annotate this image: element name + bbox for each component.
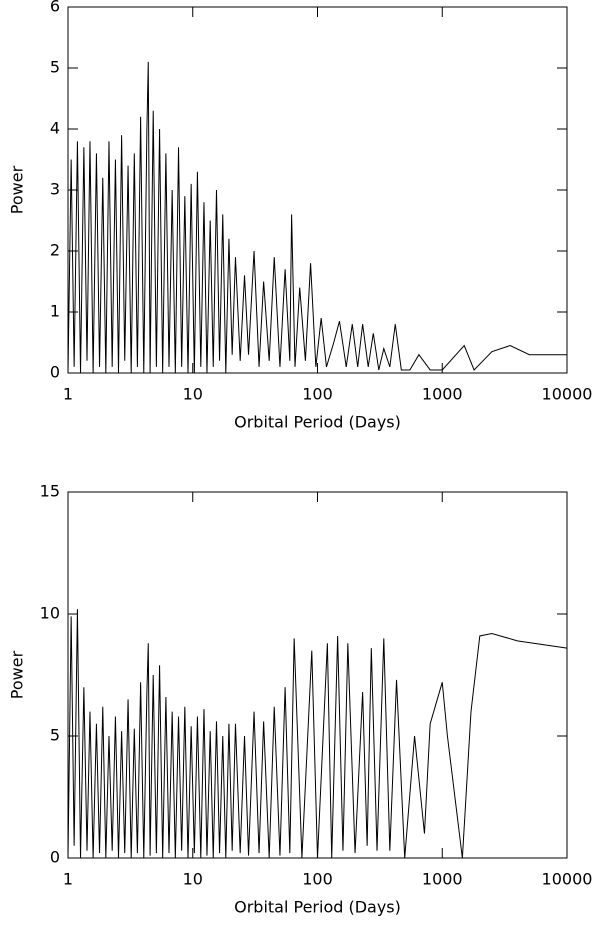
y-tick-label: 1 (50, 302, 60, 321)
y-tick-label: 2 (50, 241, 60, 260)
y-tick-label: 15 (40, 482, 60, 501)
y-tick-label: 6 (50, 0, 60, 16)
x-axis-label: Orbital Period (Days) (234, 413, 401, 432)
x-tick-label: 10000 (542, 870, 593, 889)
x-tick-label: 1000 (422, 870, 463, 889)
y-tick-label: 0 (50, 363, 60, 382)
y-tick-label: 5 (50, 58, 60, 77)
y-tick-label: 0 (50, 848, 60, 867)
y-tick-label: 4 (50, 119, 60, 138)
y-axis-label: Power (8, 650, 27, 699)
y-tick-label: 5 (50, 726, 60, 745)
x-tick-label: 100 (302, 870, 333, 889)
x-tick-label: 10000 (542, 385, 593, 404)
y-tick-label: 10 (40, 604, 60, 623)
line-series (67, 609, 568, 859)
x-axis-label: Orbital Period (Days) (234, 898, 401, 917)
y-axis-label: Power (8, 165, 27, 214)
x-tick-label: 1000 (422, 385, 463, 404)
x-tick-label: 10 (183, 870, 203, 889)
x-tick-label: 10 (183, 385, 203, 404)
x-tick-label: 1 (63, 385, 73, 404)
x-tick-label: 1 (63, 870, 73, 889)
x-tick-label: 100 (302, 385, 333, 404)
line-series (67, 61, 567, 374)
y-tick-label: 3 (50, 180, 60, 199)
